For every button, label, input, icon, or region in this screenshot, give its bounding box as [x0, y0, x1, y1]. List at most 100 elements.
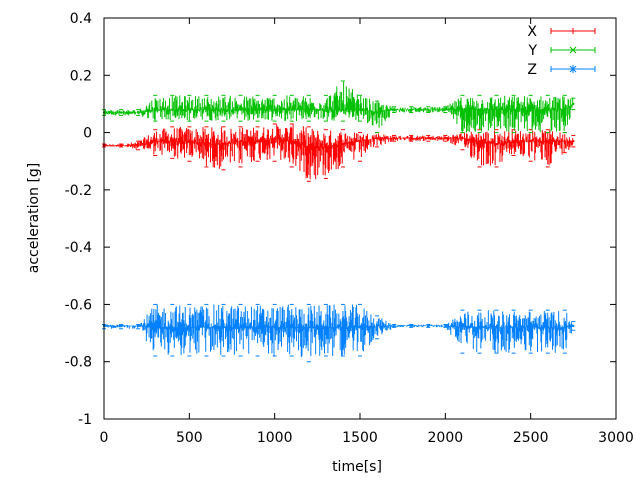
- data-point: [358, 108, 362, 111]
- data-point: [461, 326, 464, 329]
- x-tick-label: 1500: [342, 430, 378, 446]
- data-point: [307, 145, 310, 149]
- data-point: [324, 108, 328, 111]
- data-point: [239, 108, 242, 111]
- data-point: [512, 326, 515, 329]
- x-tick-label: 0: [100, 430, 109, 446]
- data-point: [427, 137, 430, 140]
- data-point: [529, 108, 532, 111]
- data-point: [256, 326, 259, 329]
- x-tick-label: 500: [176, 430, 203, 446]
- data-point: [410, 108, 413, 111]
- y-tick-label: 0: [83, 126, 92, 142]
- data-point: [205, 326, 208, 329]
- data-point: [563, 139, 566, 143]
- data-point: [154, 326, 157, 329]
- data-point: [205, 142, 208, 146]
- legend-label: Z: [527, 62, 537, 78]
- data-point: [290, 326, 293, 329]
- data-point: [171, 108, 174, 111]
- data-point: [572, 102, 575, 106]
- data-point: [495, 108, 498, 111]
- data-point: [341, 108, 345, 111]
- data-point: [461, 137, 464, 140]
- data-point: [307, 108, 310, 111]
- data-point: [136, 111, 140, 114]
- data-point: [546, 139, 549, 143]
- y-tick-label: -0.6: [65, 297, 92, 313]
- y-tick-label: -0.4: [65, 240, 92, 256]
- data-point: [546, 326, 549, 329]
- data-point: [478, 326, 481, 329]
- data-point: [495, 326, 498, 329]
- legend-marker: [569, 65, 577, 73]
- data-point: [358, 139, 362, 143]
- legend-swatch-X: [550, 28, 596, 34]
- y-axis-label: acceleration [g]: [26, 163, 42, 274]
- data-point: [239, 326, 242, 329]
- data-point: [119, 111, 123, 114]
- data-point: [290, 108, 293, 111]
- data-point: [392, 324, 396, 328]
- data-point: [392, 108, 396, 111]
- data-point: [188, 139, 191, 143]
- data-point: [427, 108, 430, 111]
- data-point: [222, 142, 225, 146]
- data-point: [188, 326, 191, 329]
- data-point: [444, 137, 447, 140]
- y-tick-label: -0.8: [65, 355, 92, 371]
- data-point: [563, 326, 566, 329]
- data-point: [171, 326, 174, 329]
- data-point: [171, 139, 174, 143]
- data-point: [444, 108, 447, 111]
- legend-label: Y: [527, 43, 537, 59]
- data-point: [512, 139, 515, 143]
- data-point: [563, 108, 566, 111]
- series-Y: [102, 80, 576, 134]
- data-point: [256, 108, 259, 111]
- data-point: [324, 326, 328, 329]
- data-point: [546, 108, 549, 111]
- data-point: [222, 108, 225, 111]
- data-point: [154, 108, 157, 111]
- series-X: [102, 123, 576, 182]
- data-point: [119, 144, 123, 147]
- data-point: [461, 108, 464, 111]
- data-point: [512, 108, 515, 111]
- data-point: [239, 139, 242, 143]
- data-point: [324, 145, 328, 149]
- legend-label: X: [527, 24, 537, 40]
- data-point: [572, 324, 575, 328]
- data-point: [572, 139, 575, 143]
- data-point: [375, 111, 379, 114]
- data-point: [529, 326, 532, 329]
- data-point: [256, 139, 259, 143]
- data-point: [410, 324, 413, 328]
- y-tick-label: -0.2: [65, 183, 92, 199]
- legend-swatch-Z: [550, 65, 596, 73]
- data-point: [273, 108, 276, 111]
- legend-swatch-Y: [550, 46, 596, 54]
- data-point: [444, 324, 447, 328]
- data-point: [375, 137, 379, 140]
- data-point: [188, 108, 191, 111]
- data-point: [410, 137, 413, 140]
- data-point: [205, 108, 208, 111]
- x-tick-label: 2000: [428, 430, 464, 446]
- data-point: [358, 326, 362, 329]
- data-point: [341, 326, 345, 329]
- data-point: [529, 139, 532, 143]
- data-point: [307, 326, 310, 329]
- data-point: [375, 324, 379, 328]
- data-point: [478, 108, 481, 111]
- x-tick-label: 3000: [598, 430, 634, 446]
- x-tick-label: 2500: [513, 430, 549, 446]
- data-point: [495, 142, 498, 146]
- y-tick-label: -1: [78, 412, 92, 428]
- data-point: [222, 326, 225, 329]
- data-point: [119, 324, 123, 328]
- data-point: [478, 139, 481, 143]
- data-point: [427, 324, 430, 328]
